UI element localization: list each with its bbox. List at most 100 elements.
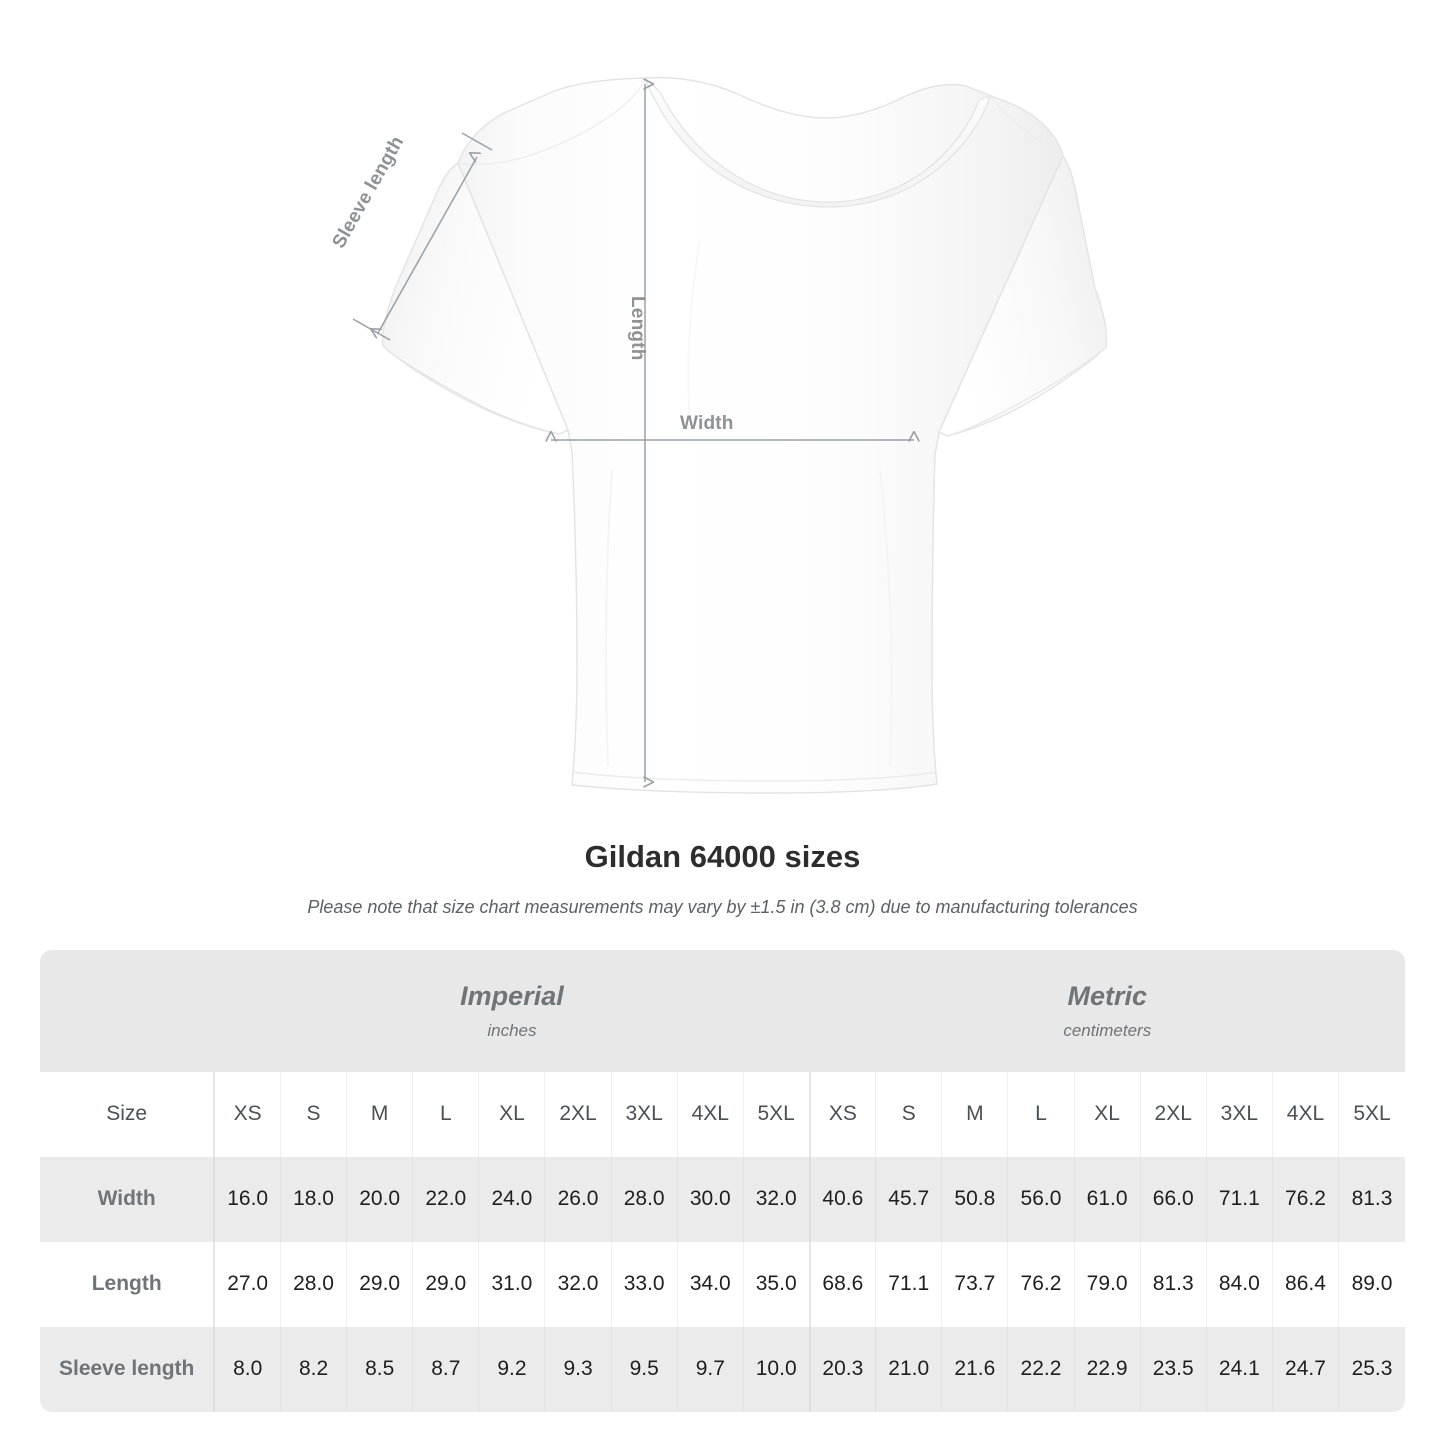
cell-length-imperial-l: 29.0 bbox=[412, 1241, 480, 1327]
size-header-imperial-s: S bbox=[280, 1071, 348, 1157]
cell-sleeve-metric-s: 21.0 bbox=[875, 1326, 943, 1412]
cell-width-metric-m: 50.8 bbox=[941, 1156, 1009, 1242]
cell-sleeve-imperial-s: 8.2 bbox=[280, 1326, 348, 1412]
tshirt-diagram: Sleeve length Length Width bbox=[328, 76, 1108, 794]
unit-group-metric: Metric centimeters bbox=[809, 949, 1405, 1072]
cell-length-imperial-m: 29.0 bbox=[346, 1241, 414, 1327]
cell-length-metric-m: 73.7 bbox=[941, 1241, 1009, 1327]
cell-length-metric-5xl: 89.0 bbox=[1338, 1241, 1405, 1327]
cell-sleeve-metric-4xl: 24.7 bbox=[1272, 1326, 1340, 1412]
cell-length-imperial-xl: 31.0 bbox=[478, 1241, 546, 1327]
cell-width-metric-4xl: 76.2 bbox=[1272, 1156, 1340, 1242]
cell-width-metric-2xl: 66.0 bbox=[1140, 1156, 1207, 1242]
cell-width-imperial-s: 18.0 bbox=[280, 1156, 348, 1242]
unit-group-imperial-name: Imperial bbox=[460, 980, 564, 1011]
size-header-imperial-3xl: 3XL bbox=[611, 1071, 678, 1157]
cell-length-metric-xl: 79.0 bbox=[1074, 1241, 1141, 1327]
cell-sleeve-imperial-4xl: 9.7 bbox=[677, 1326, 744, 1412]
cell-width-metric-3xl: 71.1 bbox=[1206, 1156, 1273, 1242]
size-header-metric-xs: XS bbox=[808, 1071, 877, 1157]
size-header-imperial-2xl: 2XL bbox=[544, 1071, 612, 1157]
cell-width-imperial-m: 20.0 bbox=[346, 1156, 414, 1242]
cell-length-imperial-3xl: 33.0 bbox=[611, 1241, 678, 1327]
unit-group-metric-sub: centimeters bbox=[1063, 1021, 1152, 1041]
size-header-metric-xl: XL bbox=[1074, 1071, 1141, 1157]
size-header-metric-2xl: 2XL bbox=[1140, 1071, 1207, 1157]
cell-length-metric-4xl: 86.4 bbox=[1272, 1241, 1340, 1327]
unit-banner-row: Imperial inches Metric centimeters bbox=[40, 949, 1405, 1072]
size-header-metric-5xl: 5XL bbox=[1338, 1071, 1405, 1157]
cell-length-imperial-s: 28.0 bbox=[280, 1241, 348, 1327]
size-table: Imperial inches Metric centimeters Size … bbox=[40, 949, 1405, 1412]
cell-length-imperial-xs: 27.0 bbox=[214, 1241, 281, 1327]
cell-width-imperial-l: 22.0 bbox=[412, 1156, 480, 1242]
row-label-width: Width bbox=[40, 1156, 216, 1242]
table-row: Sleeve length 8.0 8.2 8.5 8.7 9.2 9.3 9.… bbox=[40, 1326, 1405, 1412]
size-header-row: Size XS S M L XL 2XL 3XL 4XL 5XL XS S M … bbox=[40, 1071, 1405, 1157]
tolerance-note: Please note that size chart measurements… bbox=[307, 897, 1138, 918]
cell-sleeve-metric-2xl: 23.5 bbox=[1140, 1326, 1207, 1412]
cell-sleeve-metric-5xl: 25.3 bbox=[1338, 1326, 1405, 1412]
length-dimension-label: Length bbox=[627, 296, 648, 361]
cell-width-imperial-xl: 24.0 bbox=[478, 1156, 546, 1242]
cell-sleeve-metric-3xl: 24.1 bbox=[1206, 1326, 1273, 1412]
size-header-imperial-m: M bbox=[346, 1071, 414, 1157]
cell-width-imperial-5xl: 32.0 bbox=[743, 1156, 811, 1242]
cell-sleeve-imperial-5xl: 10.0 bbox=[743, 1326, 811, 1412]
size-header-imperial-xs: XS bbox=[214, 1071, 281, 1157]
row-label-length: Length bbox=[40, 1241, 216, 1327]
cell-sleeve-metric-xs: 20.3 bbox=[808, 1326, 877, 1412]
unit-banner-spacer bbox=[40, 949, 215, 1072]
tshirt-body-shape bbox=[381, 76, 1108, 794]
cell-sleeve-imperial-l: 8.7 bbox=[412, 1326, 480, 1412]
size-header-metric-4xl: 4XL bbox=[1272, 1071, 1340, 1157]
unit-group-imperial-sub: inches bbox=[487, 1021, 537, 1041]
size-header-metric-l: L bbox=[1007, 1071, 1075, 1157]
cell-length-metric-l: 76.2 bbox=[1007, 1241, 1075, 1327]
size-header-imperial-5xl: 5XL bbox=[743, 1071, 811, 1157]
cell-width-imperial-3xl: 28.0 bbox=[611, 1156, 678, 1242]
cell-sleeve-metric-m: 21.6 bbox=[941, 1326, 1009, 1412]
cell-width-metric-s: 45.7 bbox=[875, 1156, 943, 1242]
cell-width-metric-xl: 61.0 bbox=[1074, 1156, 1141, 1242]
tshirt-illustration bbox=[352, 76, 1108, 794]
cell-width-metric-xs: 40.6 bbox=[808, 1156, 877, 1242]
size-header-metric-m: M bbox=[941, 1071, 1009, 1157]
title-block: Gildan 64000 sizes Please note that size… bbox=[0, 830, 1445, 919]
size-header-imperial-l: L bbox=[412, 1071, 480, 1157]
cell-length-metric-2xl: 81.3 bbox=[1140, 1241, 1207, 1327]
unit-group-metric-name: Metric bbox=[1067, 980, 1148, 1011]
width-dimension-label: Width bbox=[680, 413, 734, 434]
cell-length-metric-s: 71.1 bbox=[875, 1241, 943, 1327]
size-header-metric-3xl: 3XL bbox=[1206, 1071, 1273, 1157]
table-row: Length 27.0 28.0 29.0 29.0 31.0 32.0 33.… bbox=[40, 1241, 1405, 1327]
cell-sleeve-metric-xl: 22.9 bbox=[1074, 1326, 1141, 1412]
cell-width-metric-l: 56.0 bbox=[1007, 1156, 1075, 1242]
cell-sleeve-imperial-xl: 9.2 bbox=[478, 1326, 546, 1412]
size-header-metric-s: S bbox=[875, 1071, 943, 1157]
size-table-container: Imperial inches Metric centimeters Size … bbox=[40, 949, 1405, 1412]
unit-group-imperial: Imperial inches bbox=[214, 949, 810, 1072]
cell-width-metric-5xl: 81.3 bbox=[1338, 1156, 1405, 1242]
cell-sleeve-imperial-xs: 8.0 bbox=[214, 1326, 281, 1412]
cell-length-metric-3xl: 84.0 bbox=[1206, 1241, 1273, 1327]
cell-sleeve-metric-l: 22.2 bbox=[1007, 1326, 1075, 1412]
size-header-imperial-4xl: 4XL bbox=[677, 1071, 744, 1157]
cell-sleeve-imperial-m: 8.5 bbox=[346, 1326, 414, 1412]
table-row: Width 16.0 18.0 20.0 22.0 24.0 26.0 28.0… bbox=[40, 1156, 1405, 1242]
cell-sleeve-imperial-2xl: 9.3 bbox=[544, 1326, 612, 1412]
cell-length-imperial-5xl: 35.0 bbox=[743, 1241, 811, 1327]
cell-width-imperial-4xl: 30.0 bbox=[677, 1156, 744, 1242]
size-header-imperial-xl: XL bbox=[478, 1071, 546, 1157]
cell-length-metric-xs: 68.6 bbox=[808, 1241, 877, 1327]
row-label-sleeve-length: Sleeve length bbox=[40, 1326, 216, 1412]
cell-length-imperial-4xl: 34.0 bbox=[677, 1241, 744, 1327]
cell-sleeve-imperial-3xl: 9.5 bbox=[611, 1326, 678, 1412]
page-title: Gildan 64000 sizes bbox=[584, 839, 861, 874]
size-column-header: Size bbox=[40, 1071, 216, 1157]
cell-width-imperial-2xl: 26.0 bbox=[544, 1156, 612, 1242]
cell-length-imperial-2xl: 32.0 bbox=[544, 1241, 612, 1327]
cell-width-imperial-xs: 16.0 bbox=[214, 1156, 281, 1242]
measurement-annotations bbox=[352, 84, 914, 782]
